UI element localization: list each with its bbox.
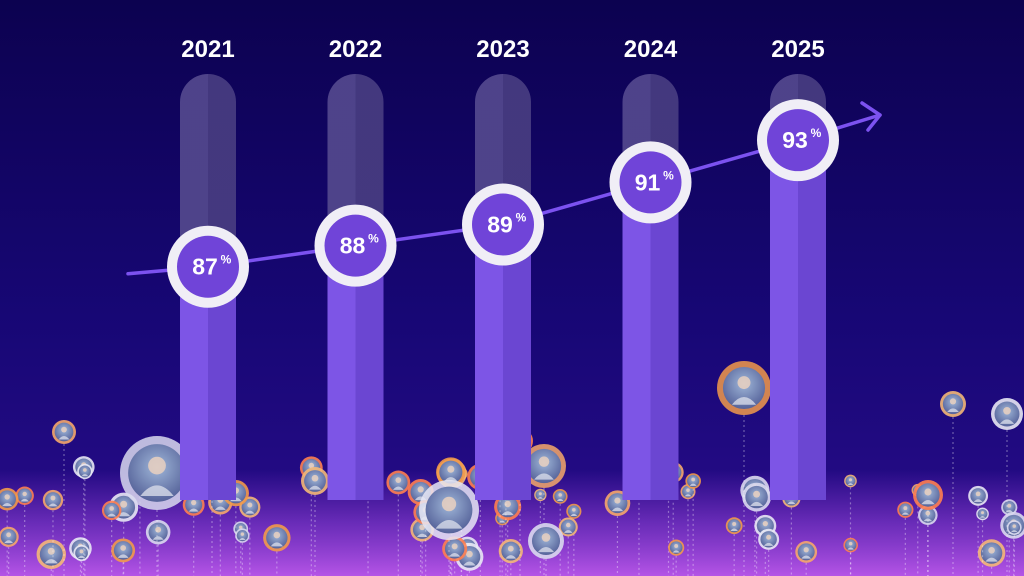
badge-disc <box>767 109 829 172</box>
crowd-avatar <box>897 501 914 576</box>
crowd-avatar <box>1006 520 1022 576</box>
badge-disc <box>177 235 239 298</box>
crowd-avatar <box>680 484 696 576</box>
crowd-avatar <box>725 517 743 576</box>
crowd-avatar <box>843 537 858 576</box>
crowd-avatar <box>0 526 19 576</box>
badge-disc <box>324 214 387 277</box>
data-label: 89 <box>487 212 513 238</box>
arrow-right-icon <box>860 101 882 132</box>
percent-sign: % <box>368 232 379 246</box>
tick-label-2021: 2021 <box>181 36 234 63</box>
crowd-avatar <box>263 524 291 576</box>
crowd-avatar <box>604 490 631 576</box>
crowd-avatar <box>795 540 818 576</box>
data-label: 88 <box>340 233 366 259</box>
tick-label-2023: 2023 <box>476 36 529 63</box>
crowd-avatar <box>101 500 122 576</box>
crowd-layer <box>0 361 1024 576</box>
crowd-avatar <box>52 420 76 576</box>
crowd-avatar <box>120 436 194 576</box>
percent-sign: % <box>516 211 527 225</box>
crowd-avatar <box>566 503 582 576</box>
crowd-avatar <box>913 480 943 576</box>
crowd-avatar <box>685 473 701 576</box>
year-labels-layer: 2021 2022 2023 2024 2025 <box>181 36 824 63</box>
crowd-avatar <box>717 361 771 576</box>
data-label: 87 <box>192 254 218 280</box>
crowd-avatar <box>386 470 411 576</box>
crowd-avatar <box>36 539 67 576</box>
crowd-avatar <box>73 544 90 576</box>
crowd-avatar <box>940 391 966 576</box>
crowd-avatar <box>145 519 171 576</box>
crowd-avatar <box>977 539 1006 576</box>
badge-disc <box>472 193 534 256</box>
value-badge-2021: 87% <box>167 225 249 308</box>
badge-disc <box>619 151 682 214</box>
crowd-avatar <box>77 463 93 576</box>
crowd-avatar <box>742 482 771 576</box>
crowd-avatar <box>301 467 329 576</box>
crowd-avatar <box>0 487 19 576</box>
crowd-avatar <box>558 517 578 576</box>
percent-sign: % <box>663 168 674 182</box>
crowd-avatar <box>844 474 857 576</box>
percent-sign: % <box>221 253 232 267</box>
crowd-avatar <box>442 536 468 576</box>
crowd-avatar <box>15 486 34 576</box>
badges-layer: 87 %88 %89 %91 %93% <box>167 99 839 308</box>
tick-label-2022: 2022 <box>329 36 382 63</box>
tick-label-2025: 2025 <box>771 36 824 63</box>
value-badge-2022: 88% <box>314 204 397 287</box>
crowd-avatar <box>758 528 780 576</box>
crowd-avatar <box>498 539 523 576</box>
bar-2023 <box>475 224 531 500</box>
data-label: 93 <box>782 127 808 153</box>
crowd-avatar <box>976 507 989 576</box>
crowd-avatar <box>918 505 938 576</box>
crowd-avatar <box>235 528 250 576</box>
bar-2025 <box>770 140 826 500</box>
crowd-avatar <box>42 489 64 576</box>
tick-label-2024: 2024 <box>624 36 678 63</box>
bar-2022 <box>327 245 384 500</box>
crowd-avatar <box>991 398 1023 576</box>
crowd-avatar <box>419 480 479 576</box>
crowd-avatar <box>436 457 466 576</box>
data-label: 91 <box>635 169 661 195</box>
crowd-avatar <box>528 523 564 576</box>
value-badge-2025: 93% <box>757 99 839 182</box>
crowd-avatar <box>111 538 136 576</box>
bar-2024 <box>622 182 679 500</box>
crowd-avatar <box>534 488 547 576</box>
crowd-avatar <box>668 539 685 576</box>
percent-sign: % <box>811 126 822 140</box>
value-badge-2023: 89% <box>462 183 544 266</box>
crowd-avatar <box>522 444 566 576</box>
value-badge-2024: 91% <box>609 141 692 224</box>
